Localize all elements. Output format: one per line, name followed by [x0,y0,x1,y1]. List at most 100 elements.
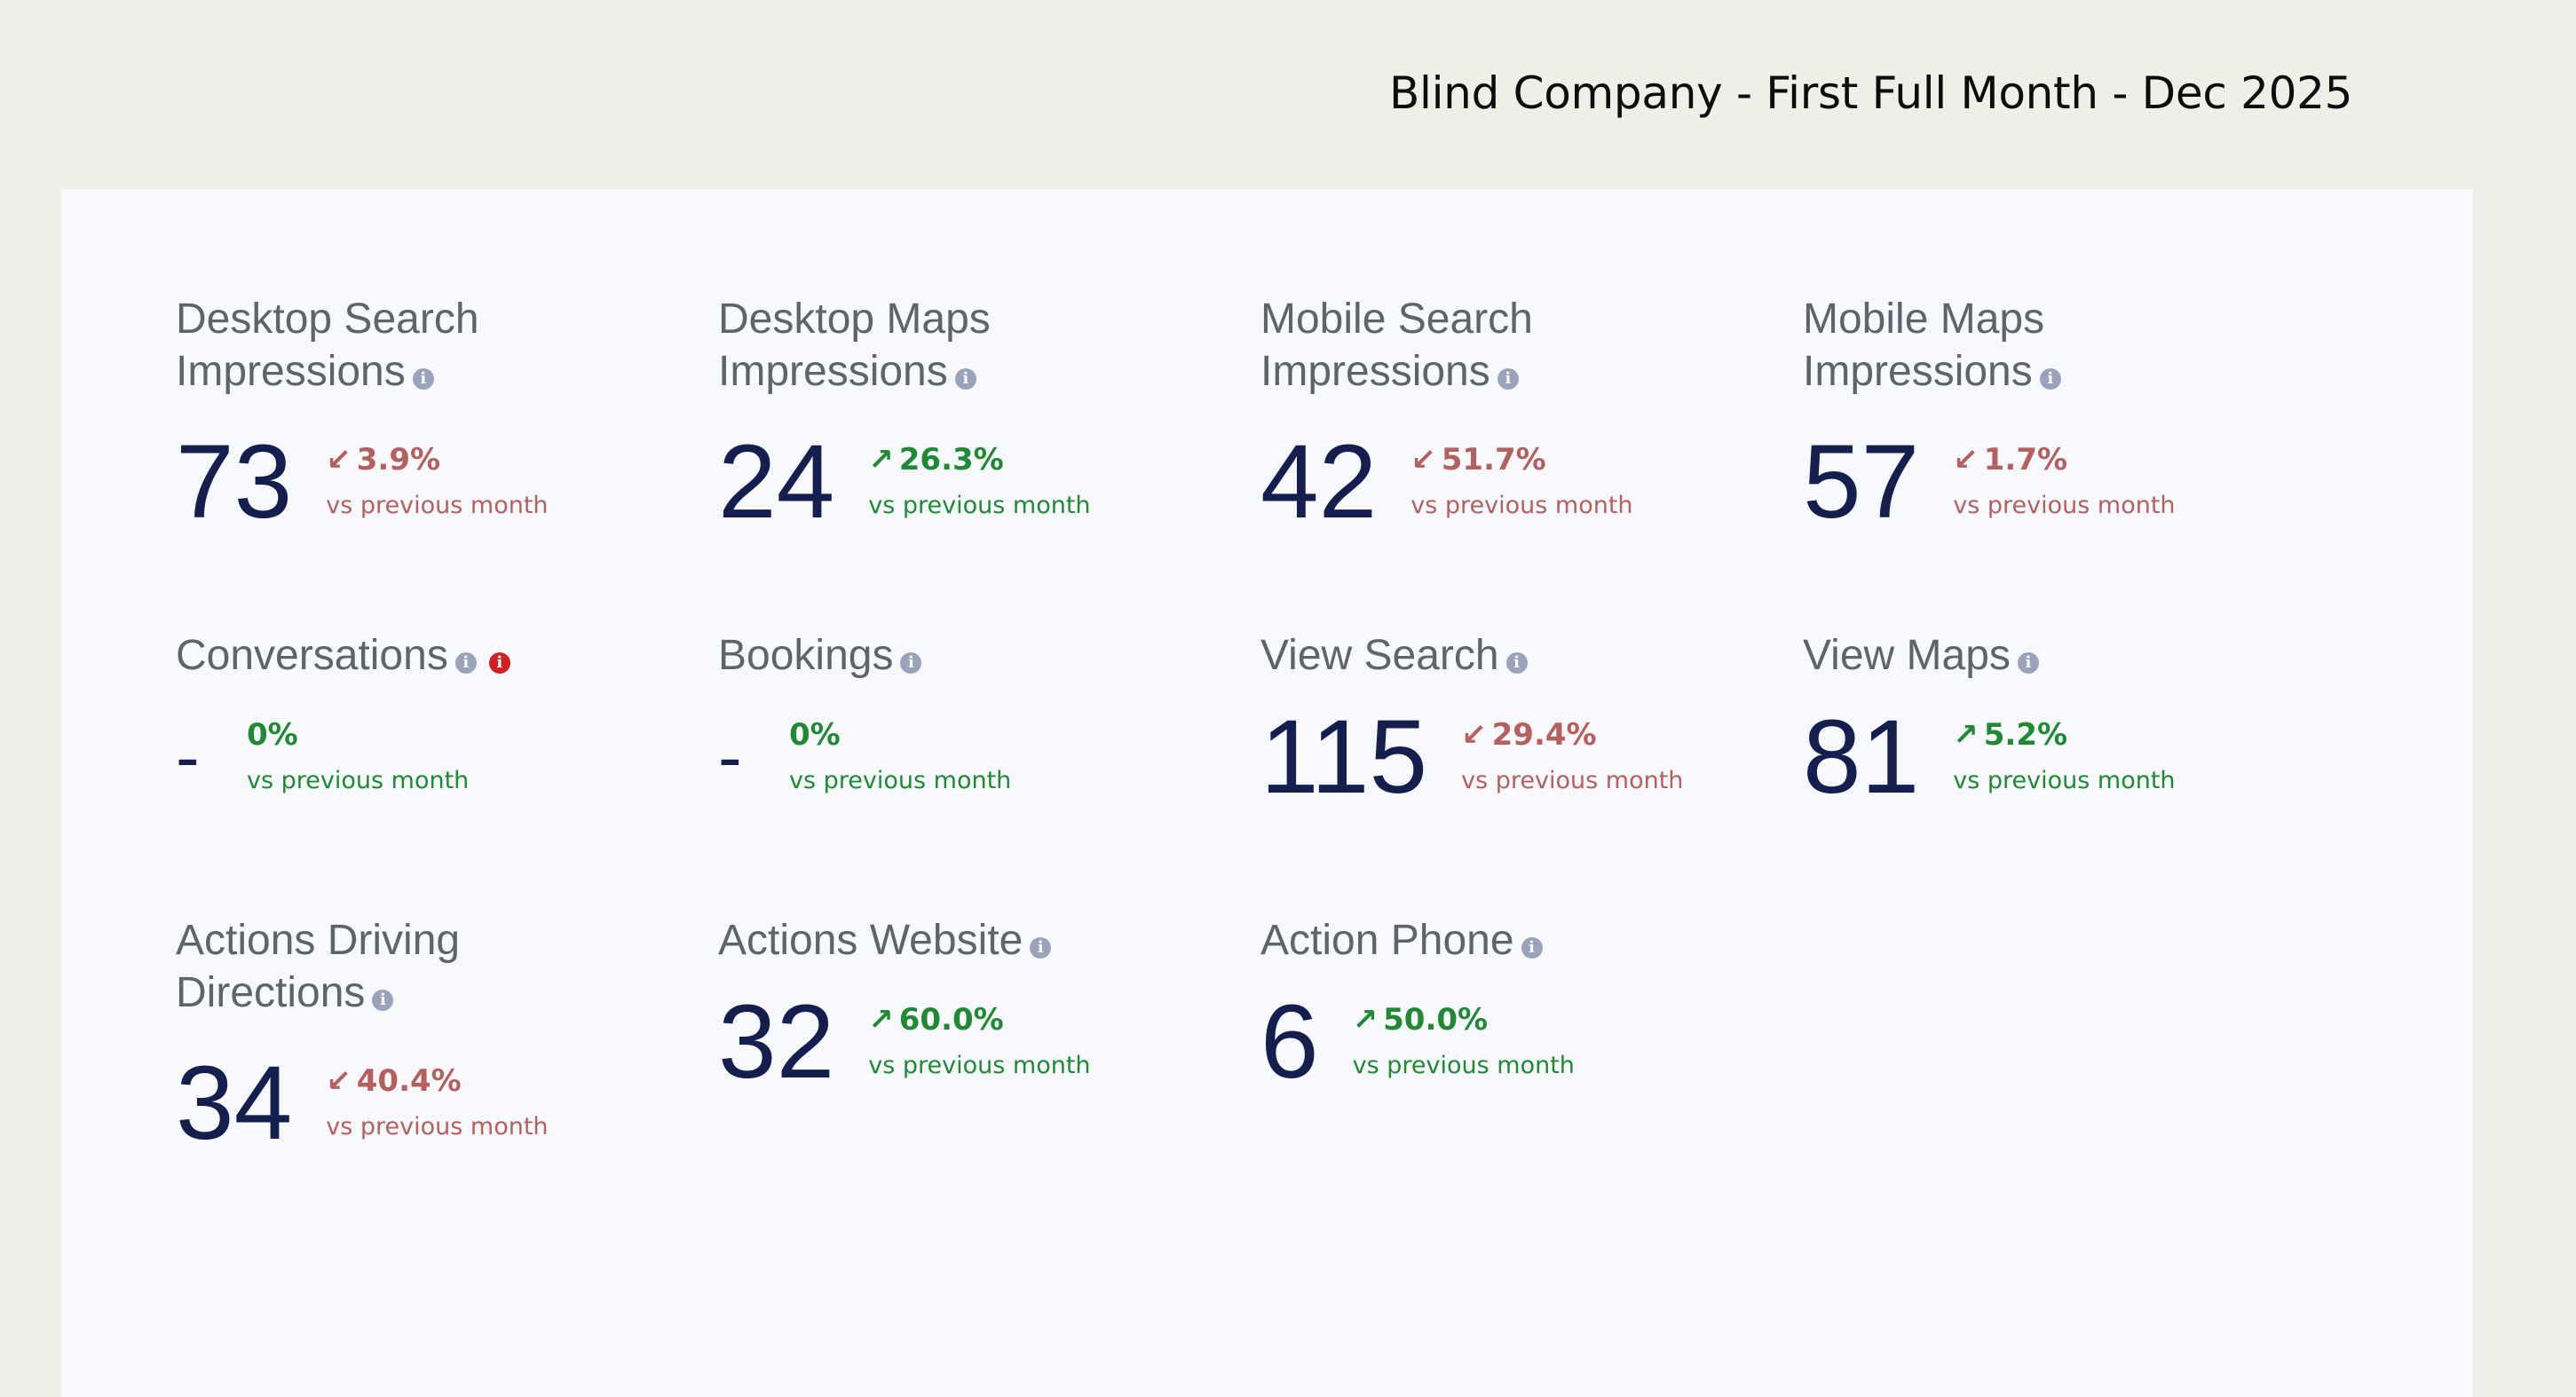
arrow-up-icon: ↗ [1953,717,1979,753]
metric-row: 32 ↗ 60.0% vs previous month [718,983,1180,1101]
info-icon[interactable]: i [1030,937,1052,959]
arrow-up-icon: ↗ [868,442,894,478]
change-percentage: ↙ 29.4% [1461,717,1597,753]
metric-row: 57 ↙ 1.7% vs previous month [1803,423,2264,541]
comparison-label: vs previous month [326,1113,549,1140]
alert-icon[interactable]: i [488,652,510,674]
metric-row: 81 ↗ 5.2% vs previous month [1803,698,2264,816]
info-icon[interactable]: i [372,990,394,1011]
card-title: Desktop Search Impressions i [176,293,637,398]
card-mobile-search-impressions: Mobile Search Impressions i 42 ↙ 51.7% vs … [1260,293,1722,541]
metrics-panel: Desktop Search Impressions i 73 ↙ 3.9% vs … [61,189,2473,1397]
metric-value: 34 [176,1045,293,1162]
card-title: View Maps i [1803,629,2264,682]
change-percentage: ↗ 50.0% [1352,1002,1489,1038]
change-percentage: 0% [789,717,841,753]
change-percentage: 0% [247,717,298,753]
card-title-line2: Impressions [718,348,948,395]
card-conversations: Conversations i i - 0% vs previous month [176,629,637,806]
card-title-text: View Search [1260,632,1499,679]
arrow-down-icon: ↙ [1461,717,1487,753]
card-bookings: Bookings i - 0% vs previous month [718,629,1180,806]
card-title: Desktop Maps Impressions i [718,293,1180,398]
card-title: Actions Website i [718,914,1180,967]
card-actions-website: Actions Website i 32 ↗ 60.0% vs previous m… [718,914,1180,1101]
change-indicator: ↗ 50.0% vs previous month [1353,1002,1575,1082]
change-indicator: ↙ 3.9% vs previous month [326,442,548,522]
metric-row: 34 ↙ 40.4% vs previous month [176,1045,637,1162]
metric-value: 81 [1803,698,1920,816]
card-title-text: Actions Website [718,917,1023,964]
metric-value: 57 [1803,423,1920,541]
metric-row: 73 ↙ 3.9% vs previous month [176,423,637,541]
comparison-label: vs previous month [789,767,1012,794]
card-title: Actions Driving Directions i [176,914,637,1019]
card-title-line2: Impressions [176,348,406,395]
metric-value: 115 [1260,698,1428,816]
card-actions-driving-directions: Actions Driving Directions i 34 ↙ 40.4% vs… [176,914,637,1162]
card-title-line2: Impressions [1260,348,1490,395]
page-title: Blind Company - First Full Month - Dec 2… [1389,67,2353,119]
comparison-label: vs previous month [1352,1052,1575,1079]
info-icon[interactable]: i [454,652,477,674]
change-percentage: ↙ 3.9% [326,442,441,478]
metric-value: - [718,717,742,796]
change-percentage: ↗ 26.3% [868,442,1004,478]
card-title: View Search i [1260,629,1722,682]
change-indicator: ↙ 1.7% vs previous month [1953,442,2175,522]
card-title-line1: Desktop Search [176,296,479,343]
card-title-line1: Actions Driving [176,917,461,964]
arrow-up-icon: ↗ [1352,1002,1379,1038]
comparison-label: vs previous month [247,767,470,794]
info-icon[interactable]: i [1521,937,1543,959]
info-icon[interactable]: i [1497,368,1519,390]
change-indicator: ↗ 5.2% vs previous month [1953,717,2175,797]
card-desktop-maps-impressions: Desktop Maps Impressions i 24 ↗ 26.3% vs p… [718,293,1180,534]
card-title-line1: Desktop Maps [718,296,991,343]
card-title-line2: Impressions [1803,348,2033,395]
card-title: Action Phone i [1260,914,1722,967]
change-indicator: ↙ 51.7% vs previous month [1410,442,1632,522]
card-title: Conversations i i [176,629,637,682]
change-percentage: ↗ 5.2% [1953,717,2068,753]
card-title-text: Bookings [718,632,894,679]
info-icon[interactable]: i [1505,652,1528,674]
comparison-label: vs previous month [1410,492,1633,519]
card-title-line1: Mobile Maps [1803,296,2045,343]
info-icon[interactable]: i [2017,652,2039,674]
change-indicator: 0% vs previous month [247,717,469,797]
card-title-text: View Maps [1803,632,2011,679]
arrow-down-icon: ↙ [326,442,352,478]
card-action-phone: Action Phone i 6 ↗ 50.0% vs previous month [1260,914,1722,1094]
change-percentage: ↙ 51.7% [1410,442,1546,478]
card-title: Mobile Search Impressions i [1260,293,1722,398]
change-indicator: ↗ 26.3% vs previous month [868,442,1090,522]
card-desktop-search-impressions: Desktop Search Impressions i 73 ↙ 3.9% vs … [176,293,637,541]
change-indicator: ↙ 40.4% vs previous month [326,1063,548,1143]
metric-value: 42 [1260,423,1378,541]
comparison-label: vs previous month [868,492,1091,519]
change-percentage: ↙ 40.4% [326,1063,462,1099]
metric-value: 73 [176,423,293,541]
metric-row: 42 ↙ 51.7% vs previous month [1260,423,1722,541]
info-icon[interactable]: i [900,652,922,674]
card-mobile-maps-impressions: Mobile Maps Impressions i 57 ↙ 1.7% vs pre… [1803,293,2264,541]
metric-value: 32 [718,983,835,1101]
card-title-text: Conversations [176,632,448,679]
info-icon[interactable]: i [2039,368,2061,390]
card-title: Mobile Maps Impressions i [1803,293,2264,398]
metric-row: - 0% vs previous month [176,708,637,806]
card-view-search: View Search i 115 ↙ 29.4% vs previous mont… [1260,629,1722,816]
info-icon[interactable]: i [954,368,976,390]
comparison-label: vs previous month [868,1052,1091,1079]
card-title-line2: Directions [176,969,366,1016]
card-title-line1: Mobile Search [1260,296,1533,343]
metric-row: 24 ↗ 26.3% vs previous month [718,430,1180,534]
change-indicator: ↙ 29.4% vs previous month [1461,717,1683,797]
arrow-down-icon: ↙ [1953,442,1979,478]
info-icon[interactable]: i [412,368,434,390]
comparison-label: vs previous month [1461,767,1684,794]
metric-value: - [176,717,200,796]
card-view-maps: View Maps i 81 ↗ 5.2% vs previous month [1803,629,2264,816]
change-indicator: ↗ 60.0% vs previous month [868,1002,1090,1082]
